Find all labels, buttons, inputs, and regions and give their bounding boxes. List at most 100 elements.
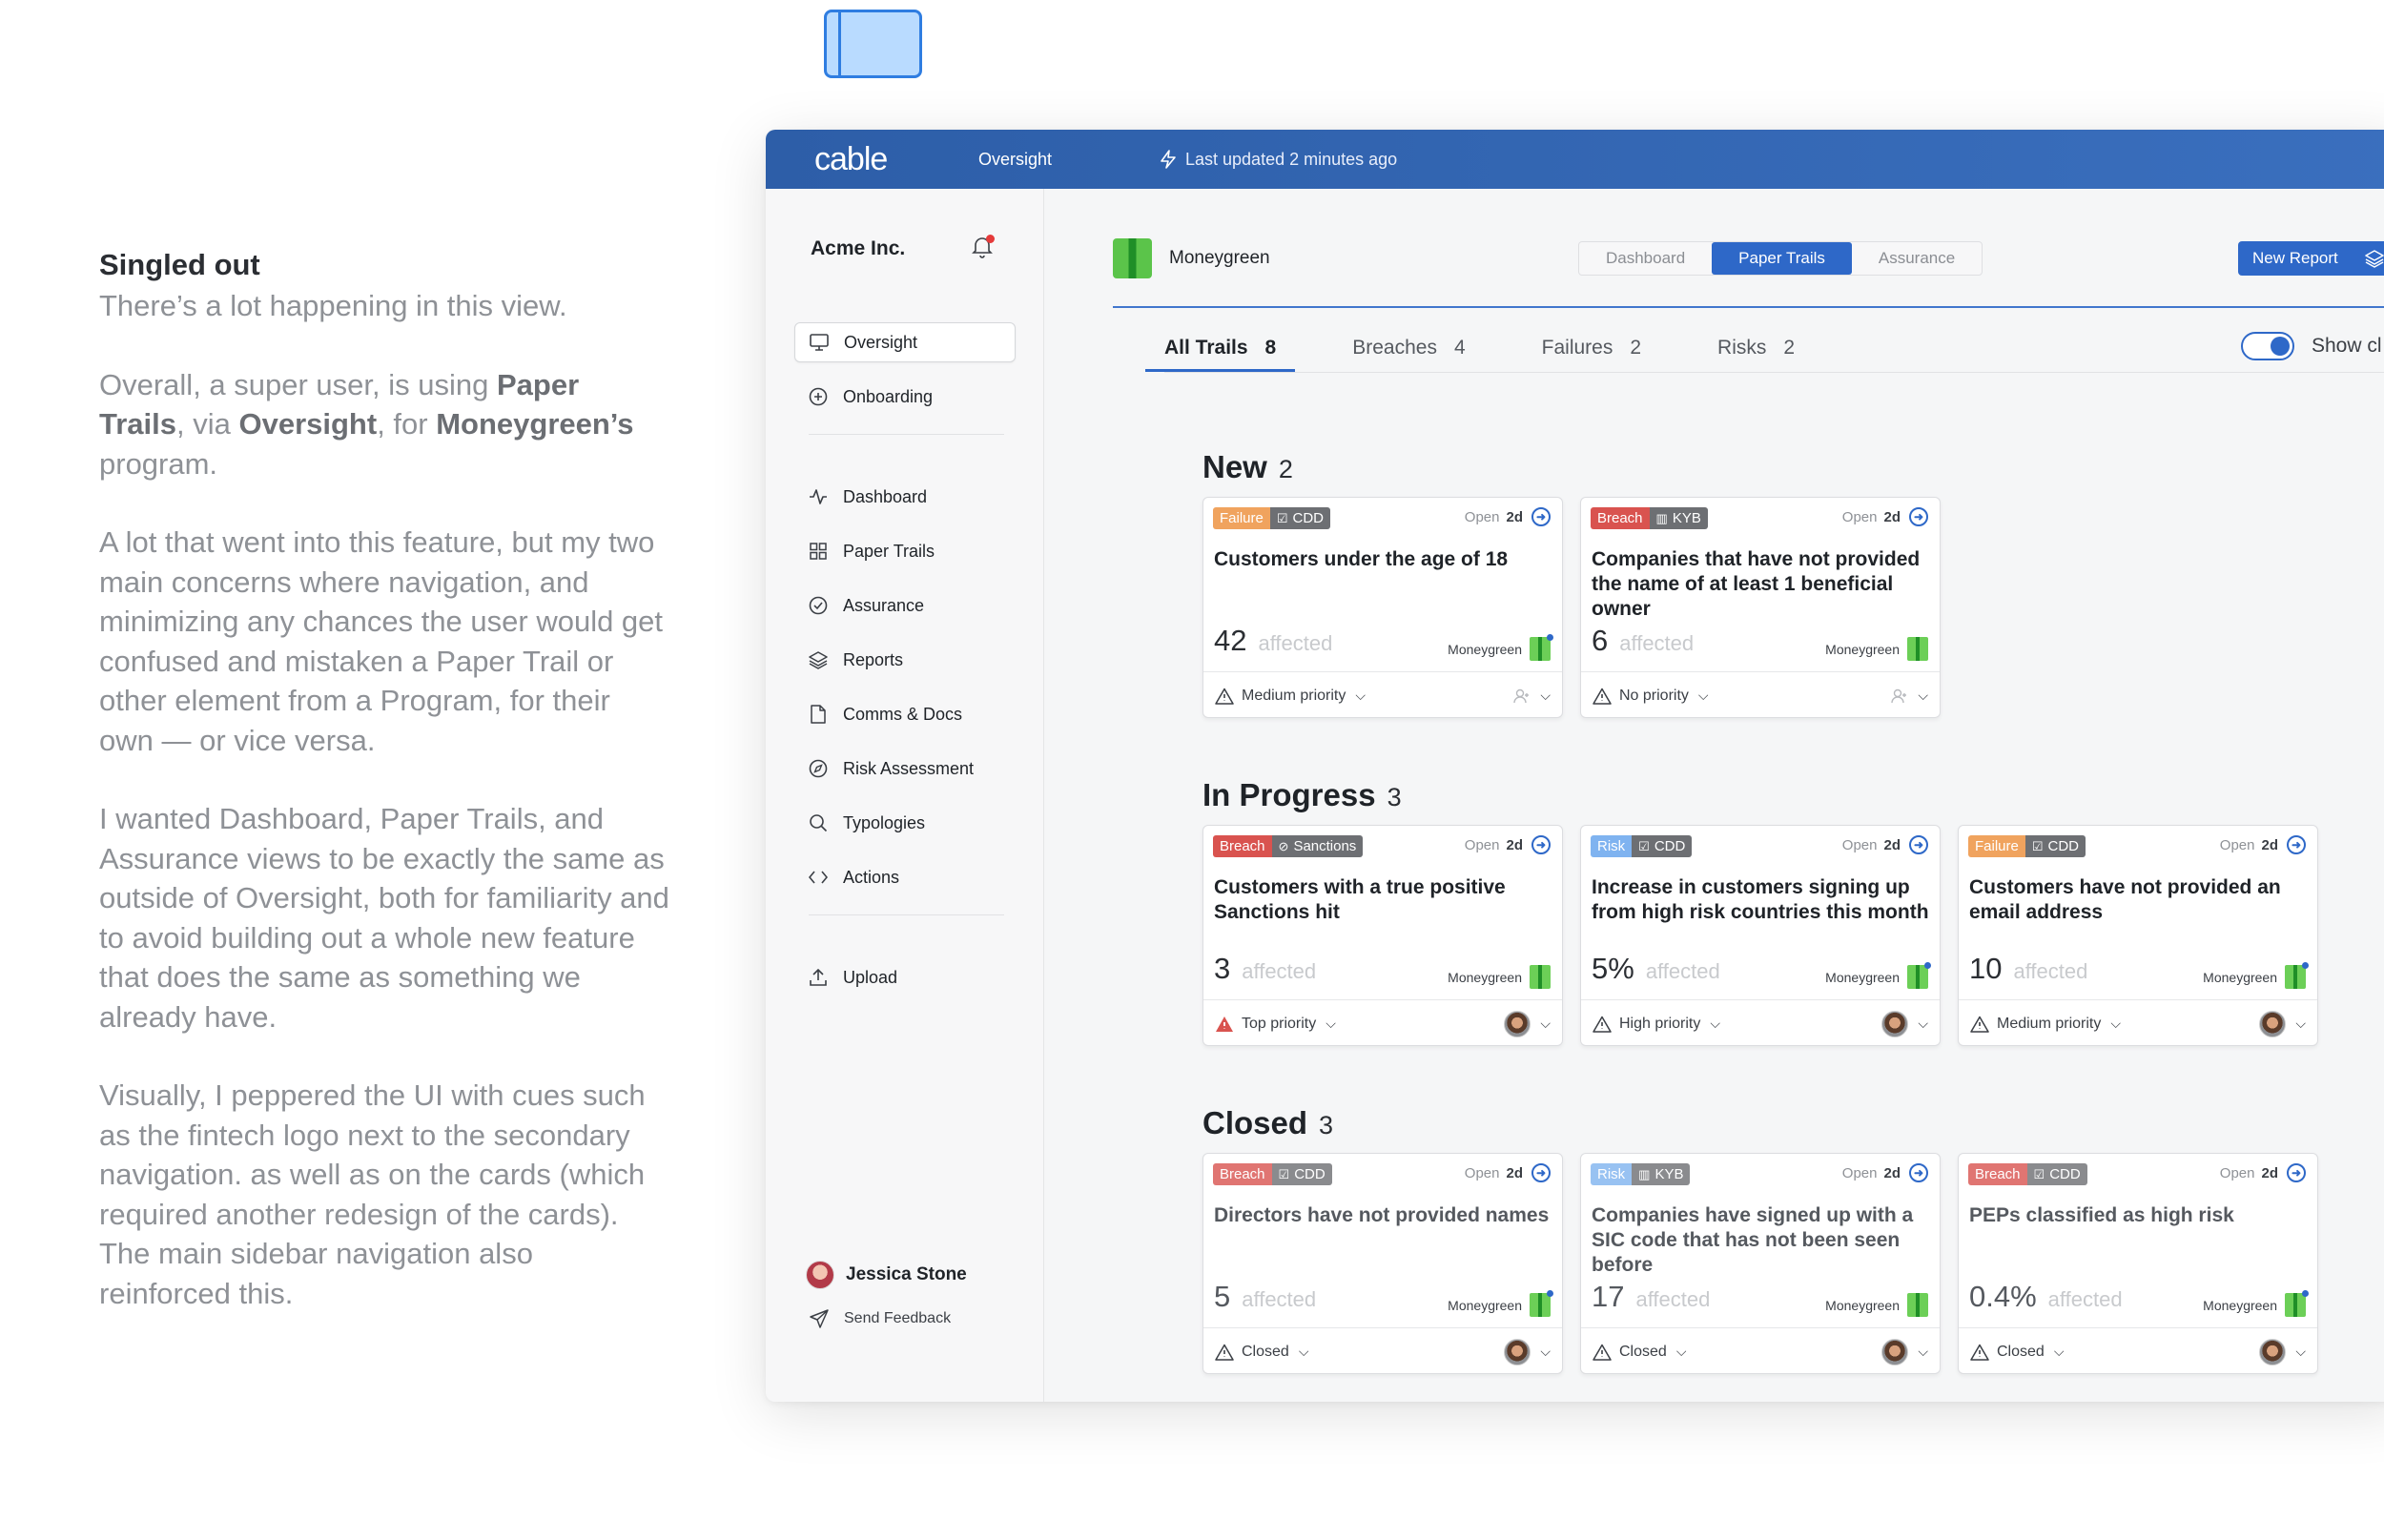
sidebar-item-dashboard[interactable]: Dashboard — [794, 477, 1016, 517]
trail-type-badge: Breach — [1213, 1163, 1272, 1185]
card-footer: Top priority ⌵ ⌵ — [1203, 999, 1562, 1047]
sidebar-item-onboarding[interactable]: Onboarding — [794, 377, 1016, 417]
category-badge: ⊘ Sanctions — [1271, 835, 1364, 857]
priority-dropdown[interactable]: Medium priority ⌵ — [1970, 1016, 2121, 1033]
arrow-right-icon[interactable]: ➜ — [2287, 835, 2306, 854]
moneygreen-logo — [1530, 634, 1553, 661]
sidebar-item-upload[interactable]: Upload — [794, 957, 1016, 997]
sidebar-item-reports[interactable]: Reports — [794, 640, 1016, 680]
warning-icon — [1970, 1016, 1989, 1033]
paper-trail-card[interactable]: Failure ☑ CDD Open 2d ➜ Customers under the ag… — [1202, 497, 1563, 718]
main-content: Moneygreen Dashboard Paper Trails Assura… — [1044, 189, 2384, 1402]
tab-failures[interactable]: Failures 2 — [1541, 337, 1642, 359]
card-badges: Failure ☑ CDD — [1968, 835, 2086, 857]
paper-trail-card[interactable]: Breach ☑ CDD Open 2d ➜ PEPs classified as high… — [1958, 1153, 2318, 1374]
card-title: Directors have not provided names — [1214, 1204, 1550, 1226]
tab-all-trails[interactable]: All Trails 8 — [1145, 331, 1296, 372]
arrow-right-icon[interactable]: ➜ — [1531, 835, 1551, 854]
sidebar-item-comms-docs[interactable]: Comms & Docs — [794, 694, 1016, 734]
chevron-down-icon: ⌵ — [1355, 688, 1366, 703]
sidebar-item-assurance[interactable]: Assurance — [794, 585, 1016, 626]
assignee-avatar — [2259, 1338, 2287, 1365]
assignee-dropdown[interactable]: ⌵ — [1504, 1010, 1551, 1037]
divider — [809, 914, 1004, 915]
tab-breaches[interactable]: Breaches 4 — [1352, 337, 1466, 359]
chevron-down-icon: ⌵ — [2110, 1016, 2121, 1031]
assignee-avatar — [2259, 1010, 2287, 1037]
sidebar-item-oversight[interactable]: Oversight — [794, 322, 1016, 362]
bell-icon[interactable] — [971, 235, 996, 259]
tab-dashboard[interactable]: Dashboard — [1606, 249, 1686, 267]
arrow-right-icon[interactable]: ➜ — [1909, 1163, 1928, 1182]
tab-assurance[interactable]: Assurance — [1878, 249, 1956, 267]
assignee-dropdown[interactable]: ⌵ — [2259, 1338, 2306, 1365]
show-closed-toggle[interactable]: Show cl — [2241, 332, 2382, 360]
chevron-down-icon: ⌵ — [2053, 1344, 2065, 1359]
arrow-right-icon[interactable]: ➜ — [2287, 1163, 2306, 1182]
priority-dropdown[interactable]: Closed ⌵ — [1215, 1344, 1308, 1361]
card-footer: High priority ⌵ ⌵ — [1581, 999, 1940, 1047]
category-icon: ☑ — [1276, 511, 1288, 525]
priority-dropdown[interactable]: Top priority ⌵ — [1215, 1016, 1336, 1033]
trail-type-badge: Failure — [1968, 835, 2025, 857]
arrow-right-icon[interactable]: ➜ — [1909, 507, 1928, 526]
paper-trail-card[interactable]: Breach ▥ KYB Open 2d ➜ Companies that have not… — [1580, 497, 1941, 718]
warning-icon — [1593, 1344, 1612, 1361]
sidebar-item-risk-assessment[interactable]: Risk Assessment — [794, 749, 1016, 789]
send-feedback-link[interactable]: Send Feedback — [810, 1309, 951, 1328]
paper-trail-card[interactable]: Risk ▥ KYB Open 2d ➜ Companies have signed up … — [1580, 1153, 1941, 1374]
warning-icon — [1593, 1016, 1612, 1033]
moneygreen-logo — [2285, 962, 2309, 989]
assignee-dropdown[interactable]: ⌵ — [1881, 1338, 1928, 1365]
story-heading: Singled out — [99, 248, 260, 281]
assignee-dropdown[interactable]: ⌵ — [2259, 1010, 2306, 1037]
assignee-dropdown[interactable]: ⌵ — [1513, 688, 1551, 704]
card-status: Open 2d ➜ — [1842, 1163, 1928, 1182]
arrow-right-icon[interactable]: ➜ — [1531, 507, 1551, 526]
priority-dropdown[interactable]: Medium priority ⌵ — [1215, 688, 1366, 705]
sidebar-item-actions[interactable]: Actions — [794, 857, 1016, 897]
assignee-avatar — [1881, 1338, 1909, 1365]
assignee-dropdown[interactable]: ⌵ — [1504, 1338, 1551, 1365]
arrow-right-icon[interactable]: ➜ — [1909, 835, 1928, 854]
send-icon — [810, 1309, 829, 1328]
arrow-right-icon[interactable]: ➜ — [1531, 1163, 1551, 1182]
sidebar-item-typologies[interactable]: Typologies — [794, 803, 1016, 843]
category-badge: ☑ CDD — [1269, 507, 1331, 529]
chevron-down-icon: ⌵ — [2295, 1344, 2306, 1359]
priority-dropdown[interactable]: High priority ⌵ — [1593, 1016, 1720, 1033]
activity-icon — [808, 486, 829, 507]
affected-count: 0.4% affected — [1969, 1280, 2123, 1313]
tab-paper-trails[interactable]: Paper Trails — [1712, 242, 1852, 275]
cable-logo: cable — [814, 140, 888, 177]
paper-trail-card[interactable]: Breach ☑ CDD Open 2d ➜ Directors have not prov… — [1202, 1153, 1563, 1374]
chevron-down-icon: ⌵ — [1675, 1344, 1687, 1359]
avatar — [806, 1261, 834, 1289]
paper-trail-card[interactable]: Breach ⊘ Sanctions Open 2d ➜ Customers with a … — [1202, 825, 1563, 1046]
paper-trail-card[interactable]: Risk ☑ CDD Open 2d ➜ Increase in customers sig… — [1580, 825, 1941, 1046]
card-footer: No priority ⌵ ⌵ — [1581, 671, 1940, 719]
sidebar-item-paper-trails[interactable]: Paper Trails — [794, 531, 1016, 571]
topbar-oversight-link[interactable]: Oversight — [978, 149, 1053, 169]
assignee-dropdown[interactable]: ⌵ — [1891, 688, 1928, 704]
sidebar-panel-icon — [824, 10, 922, 78]
toggle-switch[interactable] — [2241, 332, 2294, 360]
category-icon: ▥ — [1655, 511, 1668, 525]
category-icon: ☑ — [1278, 1167, 1290, 1181]
tab-risks[interactable]: Risks 2 — [1717, 337, 1796, 359]
card-footer: Closed ⌵ ⌵ — [1959, 1327, 2317, 1375]
paper-trail-card[interactable]: Failure ☑ CDD Open 2d ➜ Customers have not pro… — [1958, 825, 2318, 1046]
new-report-button[interactable]: New Report — [2238, 241, 2384, 276]
priority-dropdown[interactable]: No priority ⌵ — [1593, 688, 1709, 705]
user-profile[interactable]: Jessica Stone — [806, 1261, 967, 1289]
priority-dropdown[interactable]: Closed ⌵ — [1593, 1344, 1686, 1361]
chevron-down-icon: ⌵ — [1697, 688, 1709, 703]
plus-circle-icon — [808, 386, 829, 407]
priority-dropdown[interactable]: Closed ⌵ — [1970, 1344, 2064, 1361]
assignee-dropdown[interactable]: ⌵ — [1881, 1010, 1928, 1037]
card-title: PEPs classified as high risk — [1969, 1204, 2234, 1226]
card-badges: Breach ⊘ Sanctions — [1213, 835, 1364, 857]
lightning-icon — [1161, 150, 1176, 169]
card-footer: Closed ⌵ ⌵ — [1203, 1327, 1562, 1375]
chevron-down-icon: ⌵ — [1540, 1016, 1551, 1031]
